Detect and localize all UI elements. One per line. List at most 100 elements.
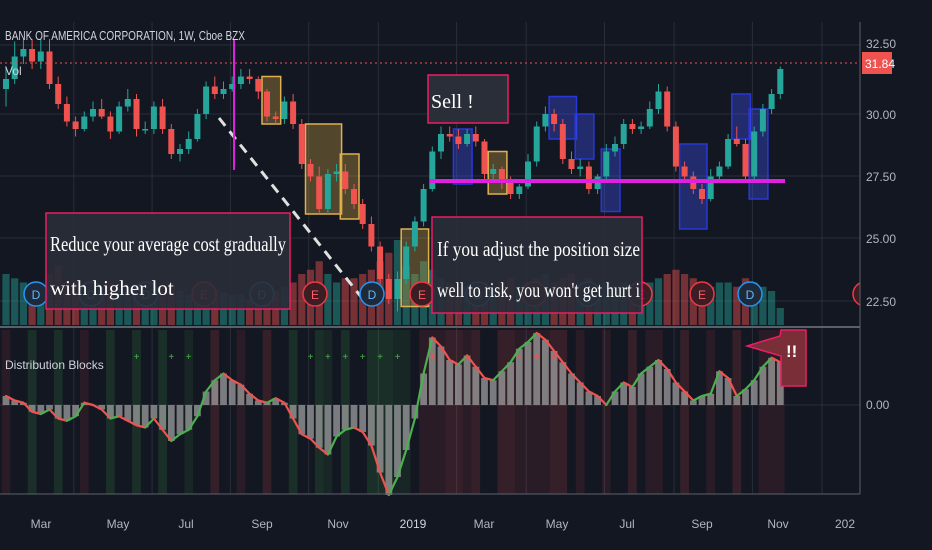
signal-plus: + <box>325 352 331 363</box>
osc-line-segment <box>22 401 34 413</box>
osc-line-segment <box>431 336 443 348</box>
volume-bar <box>37 286 45 325</box>
volume-bar <box>672 269 680 325</box>
osc-bar <box>107 405 114 419</box>
volume-bar <box>2 274 10 325</box>
osc-shade <box>654 330 663 494</box>
price-tick: 30.00 <box>866 108 896 122</box>
osc-line-segment <box>587 390 599 398</box>
time-axis[interactable]: Mar May Jul Sep Nov 2019 Mar May Jul Sep Nov 202 <box>0 493 860 531</box>
chart-title: BANK OF AMERICA CORPORATION, 1W, Cboe BZ… <box>5 28 245 43</box>
candle-body <box>107 116 114 132</box>
osc-bar <box>141 405 149 428</box>
osc-line-segment <box>205 379 216 393</box>
osc-bar <box>681 391 688 405</box>
osc-shade <box>419 330 428 494</box>
volume-bar <box>324 274 332 325</box>
candle-body <box>90 109 96 117</box>
candle-body <box>707 176 714 199</box>
volume-bar <box>707 286 715 325</box>
osc-shade <box>758 330 768 494</box>
candle-body <box>168 129 175 154</box>
candle-body <box>316 176 323 209</box>
annotation-box <box>431 216 643 314</box>
zone-box <box>574 113 595 160</box>
osc-line-segment <box>4 394 16 402</box>
candle-body <box>246 76 253 79</box>
osc-bar <box>768 357 775 405</box>
volume-label: Vol <box>5 64 22 78</box>
marker-letter: D <box>368 288 377 302</box>
osc-bar <box>115 405 123 417</box>
osc-line-segment <box>605 390 617 407</box>
osc-line-segment <box>570 372 582 384</box>
osc-line-segment <box>370 444 382 474</box>
osc-line-segment <box>83 401 95 407</box>
osc-line-segment <box>283 401 295 420</box>
candle-body <box>699 189 705 199</box>
osc-line-segment <box>135 424 147 429</box>
candle-body <box>133 99 140 129</box>
osc-line-segment <box>413 372 425 420</box>
osc-line-segment <box>666 367 678 384</box>
candle-body <box>646 109 653 127</box>
osc-line-segment <box>509 347 521 364</box>
osc-shade <box>575 330 585 494</box>
volume-bar <box>19 282 27 325</box>
osc-bar <box>750 380 758 405</box>
osc-bar <box>481 378 488 405</box>
osc-bar <box>176 405 184 435</box>
signal-plus: + <box>360 352 366 363</box>
volume-bar <box>768 291 776 325</box>
osc-line-segment <box>579 381 591 393</box>
time-label: May <box>107 517 130 531</box>
time-label: Mar <box>474 517 495 531</box>
candle-body <box>255 79 262 92</box>
osc-bar <box>629 387 636 405</box>
osc-shade <box>706 330 716 494</box>
candle-body <box>533 126 540 162</box>
candle-body <box>368 224 375 247</box>
osc-line-segment <box>91 403 103 411</box>
annotation-reduce-cost[interactable]: Reduce your average cost gradually with … <box>45 212 291 310</box>
time-label: Mar <box>31 517 52 531</box>
time-label: Jul <box>178 517 193 531</box>
annotation-sell[interactable]: Sell ! <box>427 74 509 124</box>
candle-body <box>264 91 270 117</box>
price-axis[interactable]: 32.50 30.00 27.50 25.00 22.50 31.84 0.00 <box>859 22 932 494</box>
signal-plus: + <box>395 352 401 363</box>
candle-body <box>516 186 523 194</box>
osc-bar <box>437 346 445 405</box>
osc-bar <box>507 362 514 405</box>
osc-line-segment <box>544 338 556 353</box>
candle-body <box>203 86 210 114</box>
candle-body <box>20 49 27 57</box>
distribution-blocks-oscillator: + + + + + + + + + + + + + + <box>2 331 784 497</box>
alert-callout[interactable]: !! <box>744 329 807 387</box>
osc-line-segment <box>65 415 77 422</box>
osc-bar <box>133 405 140 426</box>
candle-body <box>72 121 79 129</box>
volume-bar <box>228 295 236 325</box>
candle-body <box>394 279 401 299</box>
osc-bar <box>350 405 358 428</box>
osc-line-segment <box>300 433 312 440</box>
volume-bar <box>350 278 358 325</box>
osc-bar <box>463 355 471 405</box>
osc-bar <box>246 393 253 405</box>
annotation-position-size[interactable]: If you adjust the position size well to … <box>431 216 643 314</box>
trend-line <box>217 117 364 299</box>
osc-bar <box>307 405 314 439</box>
earnings-marker: E <box>689 281 715 307</box>
osc-line-segment <box>526 331 538 344</box>
osc-bar <box>698 396 706 405</box>
candle-body <box>716 166 723 177</box>
osc-line-segment <box>657 358 669 371</box>
annotation-box <box>45 212 291 310</box>
volume-bar <box>341 278 349 325</box>
osc-bar <box>646 366 654 405</box>
candle-body <box>481 141 488 174</box>
osc-bar <box>742 389 749 405</box>
candle-body <box>177 149 183 154</box>
